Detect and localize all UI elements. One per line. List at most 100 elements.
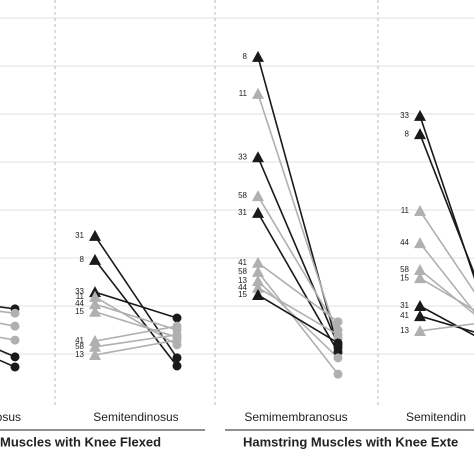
circle-marker (333, 338, 343, 348)
slope-line (257, 156, 339, 346)
triangle-marker (89, 298, 101, 310)
panel-label: Semimembranosus (244, 410, 347, 424)
group-label: Hamstring Muscles with Knee Exte (243, 434, 458, 449)
triangle-marker (414, 264, 426, 275)
slope-line (257, 195, 339, 331)
slope-line (257, 262, 339, 323)
slope-line (257, 56, 339, 348)
point-label: 33 (75, 287, 84, 296)
slope-line (0, 322, 16, 327)
slope-line (419, 323, 474, 332)
triangle-marker (414, 300, 426, 311)
slope-line (94, 339, 178, 356)
slope-line (419, 210, 474, 293)
triangle-marker (252, 87, 264, 99)
triangle-marker (89, 335, 101, 347)
slope-line (257, 294, 339, 344)
triangle-marker (414, 128, 426, 140)
triangle-marker (252, 206, 264, 218)
point-label: 31 (75, 231, 84, 240)
point-label: 8 (80, 255, 85, 264)
point-label: 13 (238, 276, 247, 285)
circle-marker (10, 308, 20, 318)
point-label: 11 (401, 206, 410, 215)
point-label: 8 (405, 129, 410, 138)
point-label: 33 (400, 111, 409, 120)
slope-line (94, 291, 178, 319)
point-label: 41 (238, 258, 247, 267)
circle-marker (172, 313, 182, 323)
slope-line (419, 277, 474, 311)
point-label: 41 (75, 336, 84, 345)
triangle-marker (252, 288, 264, 300)
slope-line (94, 296, 178, 346)
circle-marker (10, 321, 20, 331)
circle-marker (10, 335, 20, 345)
point-label: 11 (239, 89, 248, 98)
point-label: 15 (238, 290, 247, 299)
panel-label: nosus (0, 410, 21, 424)
circle-marker (172, 361, 182, 371)
point-label: 58 (75, 342, 84, 351)
triangle-marker (89, 340, 101, 352)
triangle-marker (252, 265, 264, 277)
triangle-marker (89, 253, 101, 265)
slope-line (257, 287, 339, 336)
slope-line (94, 310, 178, 338)
slope-line (94, 259, 178, 367)
point-label: 13 (75, 350, 84, 359)
slope-line (419, 315, 474, 333)
triangle-marker (252, 256, 264, 268)
slope-line (94, 303, 178, 331)
circle-marker (333, 353, 343, 363)
triangle-marker (89, 290, 101, 302)
point-label: 58 (238, 191, 247, 200)
point-label: 8 (243, 52, 248, 61)
slope-line (257, 271, 339, 375)
triangle-marker (89, 305, 101, 317)
triangle-marker (414, 237, 426, 249)
triangle-marker (89, 348, 101, 360)
slope-line (0, 306, 16, 310)
point-label: 11 (76, 292, 85, 301)
slope-line (0, 310, 16, 314)
slope-line (419, 133, 474, 276)
triangle-marker (89, 229, 101, 241)
point-label: 44 (400, 238, 409, 247)
point-label: 31 (238, 208, 247, 217)
point-label: 31 (400, 301, 409, 310)
triangle-marker (414, 109, 426, 121)
group-label: Muscles with Knee Flexed (0, 434, 161, 449)
circle-marker (333, 369, 343, 379)
slope-line (0, 336, 16, 341)
point-label: 33 (238, 152, 247, 161)
point-label: 44 (75, 299, 84, 308)
point-label: 15 (400, 273, 409, 282)
slope-line (0, 359, 16, 368)
slope-line (419, 242, 474, 313)
triangle-marker (414, 272, 426, 284)
triangle-marker (414, 324, 426, 336)
point-label: 15 (75, 307, 84, 316)
triangle-marker (252, 190, 264, 202)
point-label: 41 (400, 311, 409, 320)
panel-label: Semitendinosus (93, 410, 178, 424)
circle-marker (10, 362, 20, 372)
triangle-marker (252, 50, 264, 62)
triangle-marker (252, 275, 264, 287)
point-label: 13 (400, 326, 409, 335)
point-label: 58 (238, 267, 247, 276)
triangle-marker (252, 151, 264, 163)
point-label: 58 (400, 265, 409, 274)
slope-line (257, 212, 339, 353)
slope-line (0, 349, 16, 358)
circle-marker (172, 321, 182, 331)
circle-marker (10, 352, 20, 362)
slope-line (94, 325, 178, 342)
triangle-marker (252, 281, 264, 293)
triangle-marker (414, 204, 426, 216)
circle-marker (333, 330, 343, 340)
triangle-marker (414, 310, 426, 322)
circle-marker (172, 335, 182, 345)
